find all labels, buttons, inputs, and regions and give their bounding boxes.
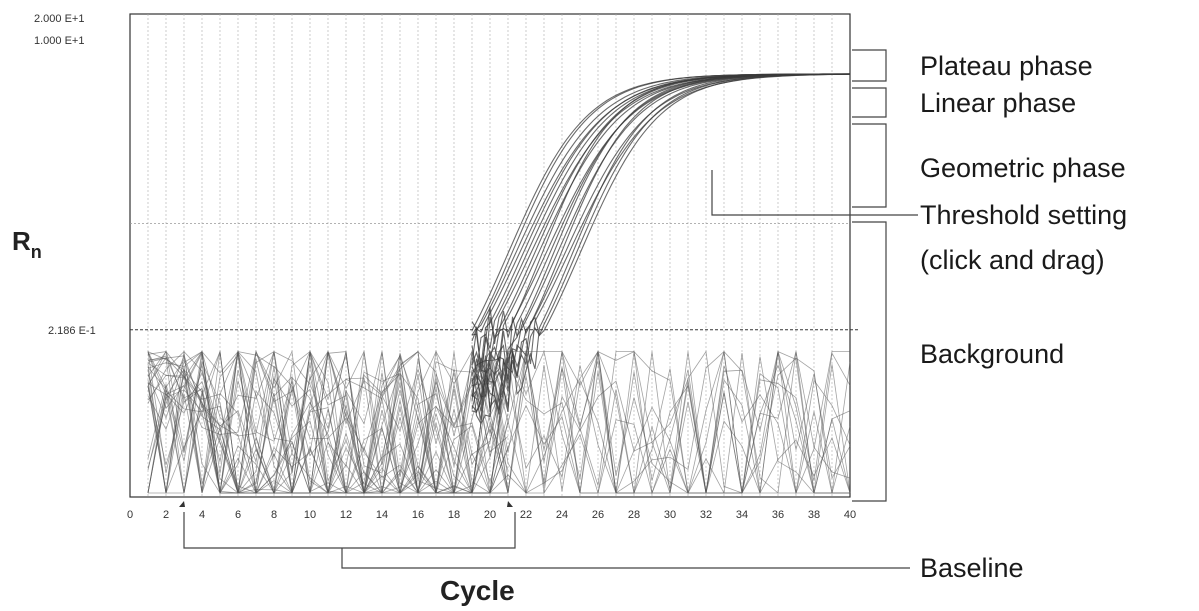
click-and-drag-label: (click and drag)	[920, 245, 1105, 275]
noise-trace	[147, 350, 851, 495]
noise-trace	[147, 351, 850, 495]
x-tick-label: 36	[772, 509, 784, 521]
y-axis-label: Rn	[12, 226, 42, 262]
x-tick-label: 8	[271, 509, 277, 521]
linear-phase-label: Linear phase	[920, 88, 1076, 118]
x-tick-label: 12	[340, 509, 352, 521]
plateau-bracket	[852, 49, 887, 82]
background-bracket	[852, 221, 887, 502]
x-tick-label: 2	[163, 509, 169, 521]
linear-bracket	[852, 87, 887, 118]
x-tick-label: 10	[304, 509, 316, 521]
x-tick-label: 16	[412, 509, 424, 521]
x-tick-label: 28	[628, 509, 640, 521]
y-tick-label-second: 1.000 E+1	[34, 35, 84, 47]
amplification-curve	[471, 73, 850, 413]
x-tick-label: 26	[592, 509, 604, 521]
amplification-curves	[471, 73, 851, 425]
x-axis-label: Cycle	[440, 575, 515, 606]
background-label: Background	[920, 339, 1064, 369]
noise-trace	[147, 350, 509, 494]
x-tick-labels: 0 2 4 6 8 10 12 14 16 18 20 22 24 26 28 30 32 34 36 38 40	[127, 509, 856, 521]
baseline-bracket	[183, 512, 910, 569]
noise-trace	[147, 350, 851, 495]
noise-trace	[147, 350, 850, 494]
x-tick-label: 22	[520, 509, 532, 521]
threshold-setting-label: Threshold setting	[920, 200, 1127, 230]
noise-trace	[147, 351, 509, 494]
x-tick-label: 0	[127, 509, 133, 521]
x-tick-label: 20	[484, 509, 496, 521]
y-axis-label-sub: n	[31, 242, 42, 262]
x-tick-label: 14	[376, 509, 388, 521]
noise-trace	[147, 351, 509, 494]
baseline-start-marker[interactable]	[179, 501, 185, 507]
x-tick-label: 40	[844, 509, 856, 521]
y-tick-label-top: 2.000 E+1	[34, 13, 84, 25]
x-tick-label: 32	[700, 509, 712, 521]
noise-trace	[147, 351, 508, 494]
x-tick-label: 18	[448, 509, 460, 521]
x-tick-label: 34	[736, 509, 748, 521]
plateau-phase-label: Plateau phase	[920, 51, 1093, 81]
background-noise-traces	[147, 350, 851, 495]
x-tick-label: 38	[808, 509, 820, 521]
baseline-label: Baseline	[920, 553, 1024, 583]
y-axis-label-main: R	[12, 226, 31, 256]
x-tick-label: 6	[235, 509, 241, 521]
noise-trace	[147, 350, 851, 494]
threshold-tick-label: 2.186 E-1	[48, 325, 96, 337]
threshold-callout	[711, 170, 918, 216]
noise-trace	[147, 350, 851, 495]
x-tick-label: 30	[664, 509, 676, 521]
noise-trace	[147, 350, 851, 495]
x-tick-label: 24	[556, 509, 568, 521]
baseline-end-marker[interactable]	[507, 501, 513, 507]
x-tick-label: 4	[199, 509, 205, 521]
geometric-phase-label: Geometric phase	[920, 153, 1126, 183]
geometric-bracket	[852, 123, 887, 208]
